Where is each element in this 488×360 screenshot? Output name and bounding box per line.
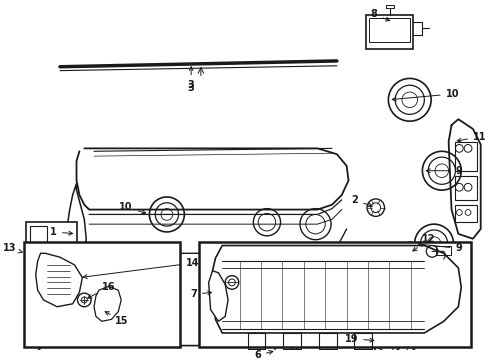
Text: 14: 14 [83,258,200,279]
Bar [366,15,412,49]
Text: 16: 16 [87,282,115,298]
Text: 11: 11 [456,132,486,142]
Bar [454,176,476,200]
Text: 7: 7 [190,289,211,299]
Text: 10: 10 [391,89,458,101]
Text: 2: 2 [351,195,371,207]
Text: 3: 3 [187,67,194,90]
Polygon shape [404,242,426,287]
Polygon shape [67,183,86,258]
Bar [454,141,476,171]
Polygon shape [373,316,414,360]
Polygon shape [94,286,121,321]
Bar [26,222,76,283]
Bar [454,205,476,222]
Text: 18: 18 [0,359,1,360]
Bar [368,18,409,42]
Text: 19: 19 [344,334,373,344]
Bar [435,246,449,255]
Text: 3: 3 [187,83,194,93]
Bar [199,242,470,347]
Bar [24,242,179,347]
Text: 10: 10 [119,202,145,214]
Text: 9: 9 [426,166,461,176]
Bar [30,226,47,253]
Text: 13: 13 [3,243,22,253]
Text: 17: 17 [0,359,1,360]
Text: 8: 8 [370,9,389,21]
Text: 4: 4 [0,359,1,360]
Polygon shape [212,246,460,333]
Polygon shape [36,253,82,307]
Text: 5: 5 [0,359,1,360]
Polygon shape [208,271,227,321]
Text: 9: 9 [418,243,461,253]
Polygon shape [273,331,293,360]
Text: 15: 15 [105,311,129,326]
Text: 12: 12 [412,234,435,251]
Text: 1: 1 [50,227,73,237]
Text: 6: 6 [254,350,272,360]
